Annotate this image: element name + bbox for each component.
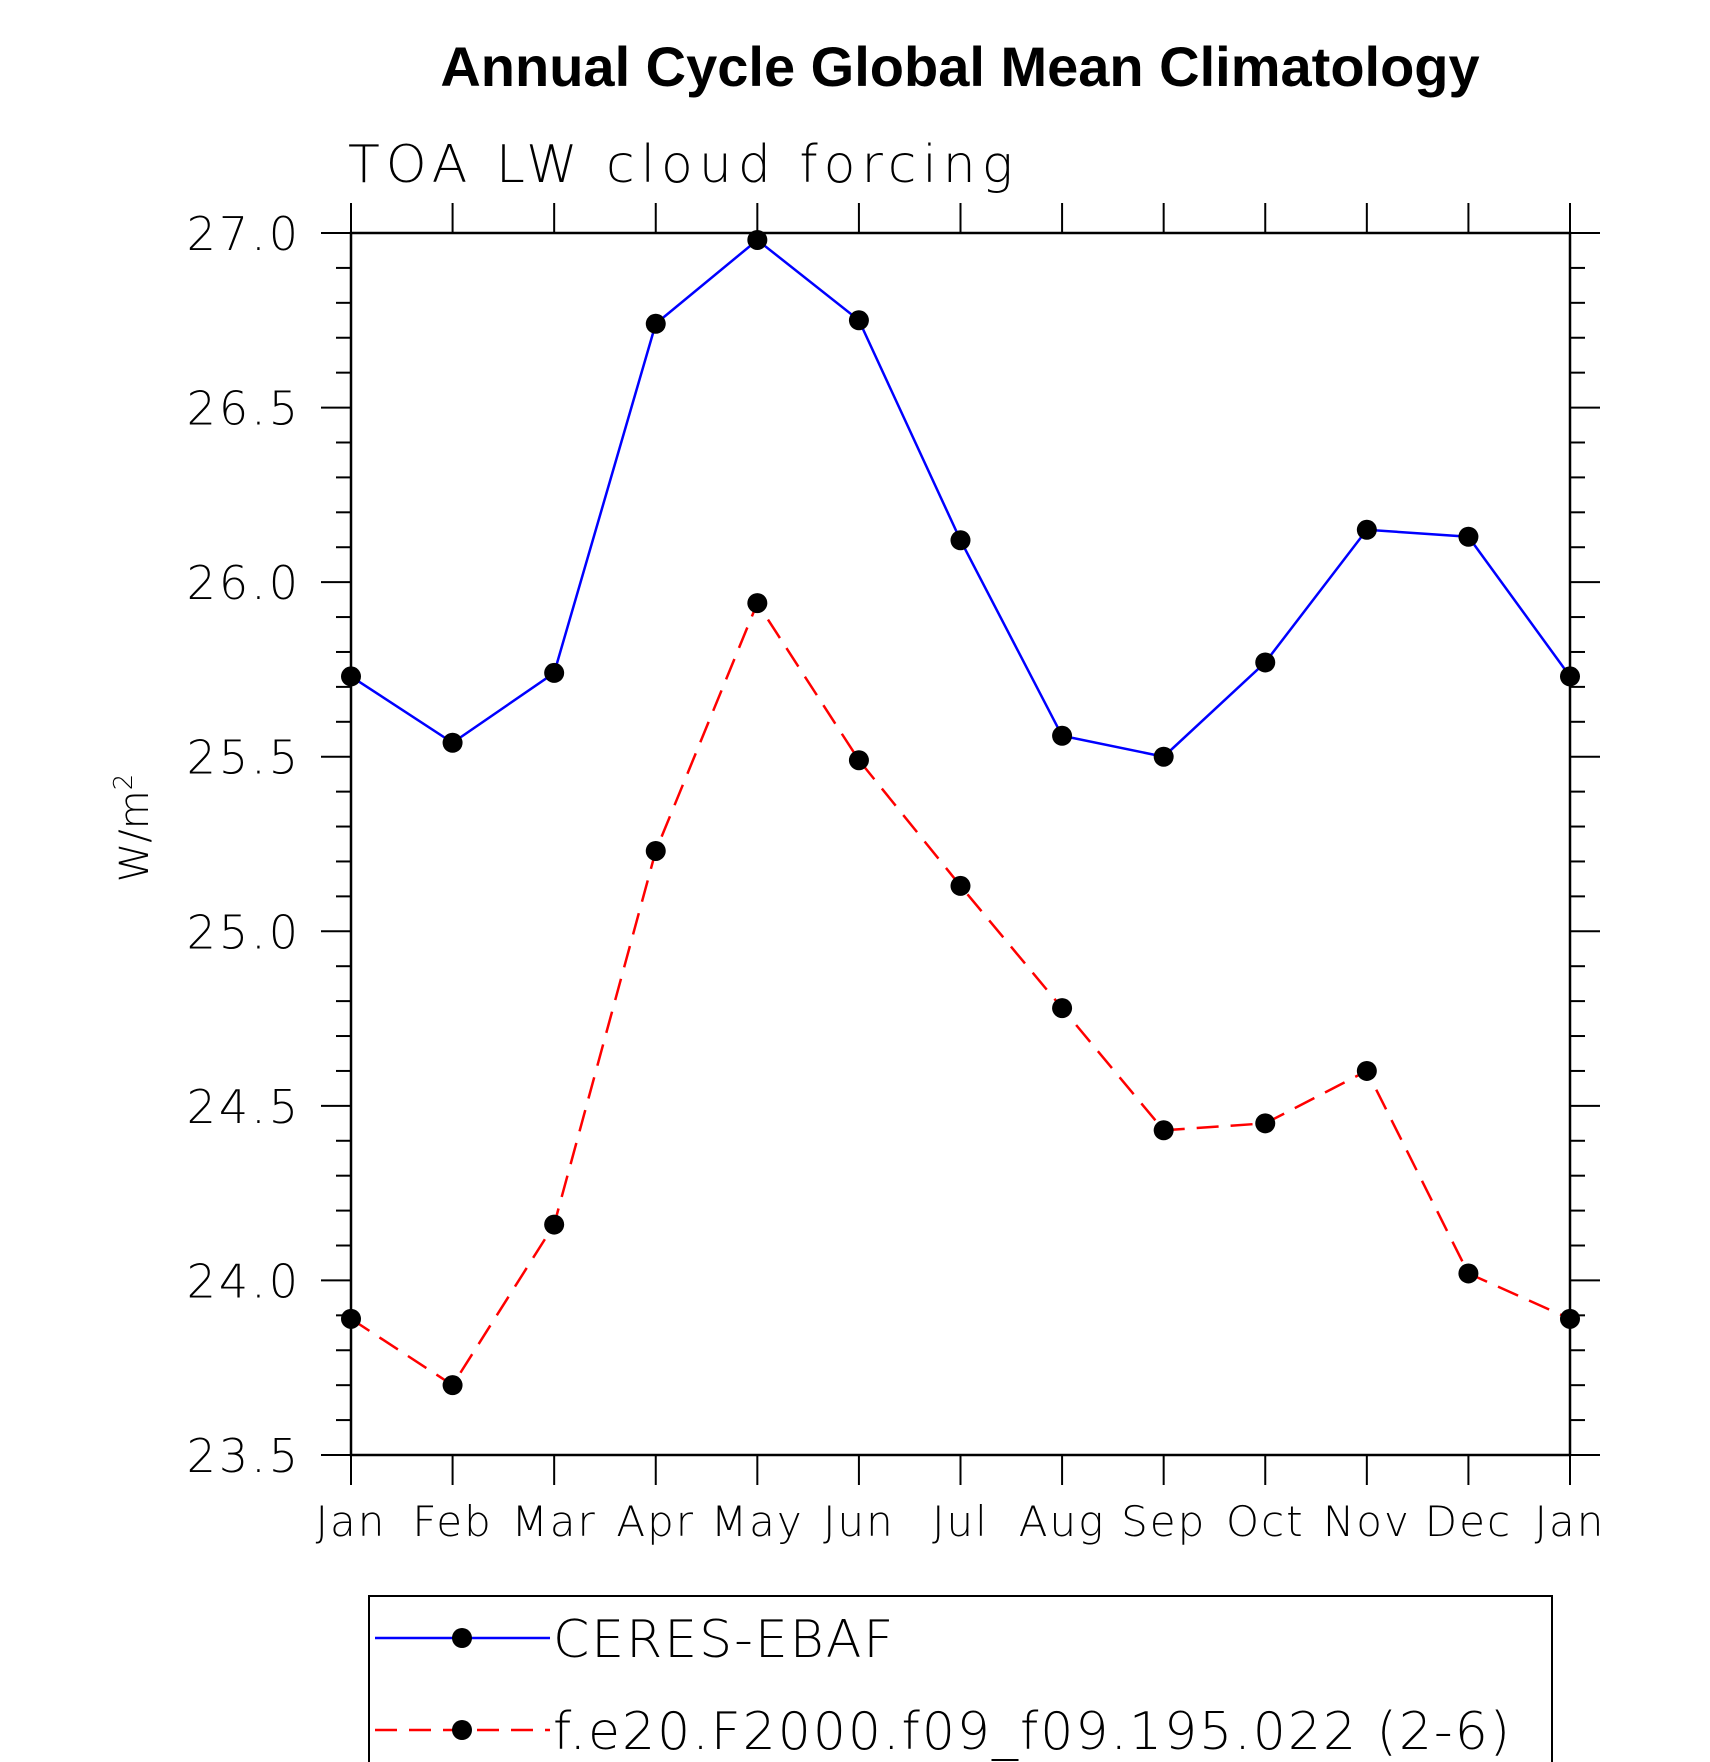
series-2-point xyxy=(1052,998,1073,1019)
legend-label-1: CERES-EBAF xyxy=(553,1610,895,1670)
series-2-point xyxy=(1560,1308,1580,1329)
legend-label-2: f.e20.F2000.f09_f09.195.022 (2-6) xyxy=(553,1702,1512,1762)
series-1-point xyxy=(341,666,361,687)
x-tick-label: Aug xyxy=(1019,1497,1106,1546)
y-tick-labels: 23.5 24.0 24.5 25.0 25.5 26.0 26.5 27.0 xyxy=(187,207,301,1483)
series-2-point xyxy=(1356,1060,1377,1081)
series-1-point xyxy=(747,229,768,250)
x-tick-label: Feb xyxy=(412,1497,492,1546)
series-1-point xyxy=(544,662,565,683)
series-1-point xyxy=(848,310,869,331)
x-tick-label: Dec xyxy=(1425,1497,1512,1546)
y-tick-label: 26.5 xyxy=(187,382,301,436)
x-tick-label: Jan xyxy=(1535,1497,1606,1546)
x-tick-label: Jul xyxy=(932,1497,989,1546)
x-tick-label: Sep xyxy=(1121,1497,1206,1546)
series-1-point xyxy=(645,313,666,334)
y-tick-label: 27.0 xyxy=(187,207,301,261)
y-tick-label: 24.0 xyxy=(187,1254,301,1308)
series-1-point xyxy=(1356,519,1377,540)
series-2-point xyxy=(341,1308,361,1329)
x-tick-label: Nov xyxy=(1323,1497,1411,1546)
legend: CERES-EBAF f.e20.F2000.f09_f09.195.022 (2… xyxy=(368,1595,1553,1762)
y-axis-label-base: W/m xyxy=(112,790,158,882)
x-tick-label: Jan xyxy=(316,1497,387,1546)
series-2-point xyxy=(544,1214,565,1235)
series-2-point xyxy=(1153,1120,1174,1141)
series-1-point xyxy=(1560,666,1580,687)
legend-frame xyxy=(368,1595,1553,1762)
series-2-point xyxy=(848,750,869,771)
y-axis-label-superscript: 2 xyxy=(109,774,139,791)
chart-subtitle: TOA LW cloud forcing xyxy=(348,135,1019,195)
y-tick-label: 25.0 xyxy=(187,905,301,959)
series-2-point xyxy=(950,875,971,896)
y-tick-label: 25.5 xyxy=(187,731,301,785)
y-tick-label: 23.5 xyxy=(187,1429,301,1483)
series-1-point xyxy=(950,530,971,551)
legend-entries: CERES-EBAF f.e20.F2000.f09_f09.195.022 (2… xyxy=(375,1610,1512,1762)
series-markers xyxy=(341,229,1580,1396)
series-1-point xyxy=(1255,652,1276,673)
series-1-point xyxy=(1153,746,1174,767)
series-2-point xyxy=(442,1375,463,1396)
x-tick-label: May xyxy=(711,1497,804,1546)
series-1-point xyxy=(442,732,463,753)
y-axis-label: W/m2 xyxy=(109,774,158,883)
series-2-point xyxy=(645,840,666,861)
y-tick-label: 24.5 xyxy=(187,1080,301,1134)
legend-marker-2 xyxy=(452,1720,472,1740)
chart-title: Annual Cycle Global Mean Climatology xyxy=(440,35,1479,98)
x-tick-label: Jun xyxy=(823,1497,895,1546)
axis-ticks xyxy=(321,203,1600,1485)
y-tick-label: 26.0 xyxy=(187,556,301,610)
x-tick-labels: Jan Feb Mar Apr May Jun Jul Aug Sep Oct Nov Dec Jan xyxy=(316,1497,1606,1546)
series-1-point xyxy=(1458,526,1479,547)
series-1-point xyxy=(1052,725,1073,746)
x-tick-label: Mar xyxy=(512,1497,597,1546)
series-2-point xyxy=(1255,1113,1276,1134)
series-2-point xyxy=(1458,1263,1479,1284)
series-2-point xyxy=(747,593,768,614)
x-tick-label: Apr xyxy=(616,1497,695,1546)
legend-marker-1 xyxy=(452,1628,472,1648)
x-tick-label: Oct xyxy=(1226,1497,1305,1546)
